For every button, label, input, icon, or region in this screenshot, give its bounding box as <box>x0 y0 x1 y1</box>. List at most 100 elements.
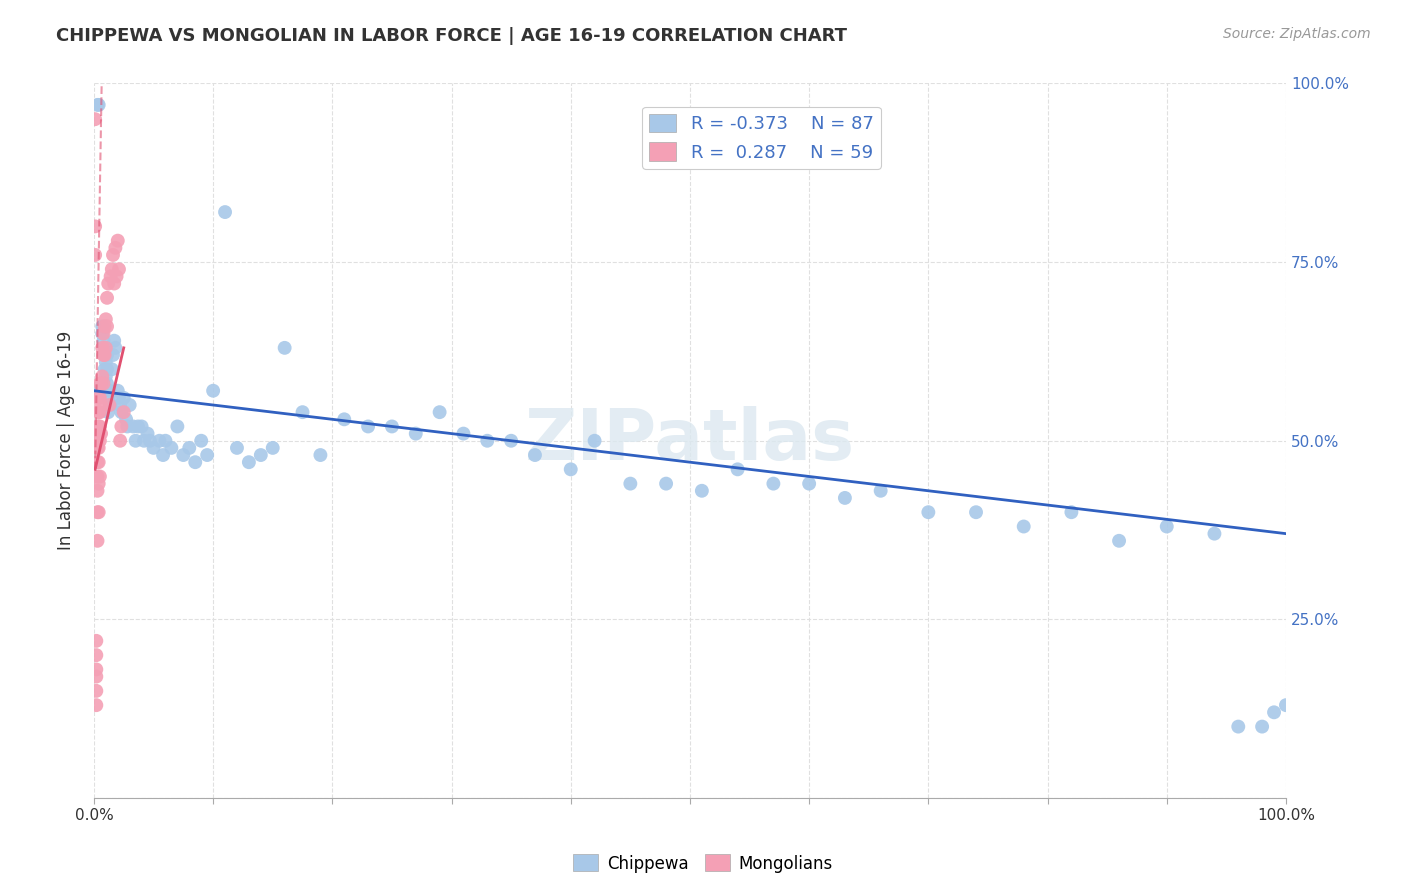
Point <box>93 319 115 334</box>
Point <box>86 483 108 498</box>
Point <box>101 248 124 262</box>
Point <box>166 419 188 434</box>
Point <box>89 469 111 483</box>
Point <box>917 505 939 519</box>
Point <box>107 384 129 398</box>
Point <box>333 412 356 426</box>
Point <box>655 476 678 491</box>
Point <box>91 369 114 384</box>
Point <box>93 326 115 341</box>
Point <box>1275 698 1298 713</box>
Point <box>93 334 115 348</box>
Point <box>869 483 891 498</box>
Point <box>477 434 499 448</box>
Point <box>1060 505 1083 519</box>
Point <box>309 448 332 462</box>
Point <box>94 369 117 384</box>
Text: Source: ZipAtlas.com: Source: ZipAtlas.com <box>1223 27 1371 41</box>
Legend: Chippewa, Mongolians: Chippewa, Mongolians <box>567 847 839 880</box>
Point <box>112 405 135 419</box>
Point <box>86 455 108 469</box>
Point <box>108 391 131 405</box>
Text: CHIPPEWA VS MONGOLIAN IN LABOR FORCE | AGE 16-19 CORRELATION CHART: CHIPPEWA VS MONGOLIAN IN LABOR FORCE | A… <box>56 27 848 45</box>
Point <box>110 419 132 434</box>
Point <box>97 405 120 419</box>
Point <box>560 462 582 476</box>
Point <box>87 98 110 112</box>
Point <box>381 419 404 434</box>
Point <box>101 348 124 362</box>
Point <box>1108 533 1130 548</box>
Point <box>108 434 131 448</box>
Point <box>619 476 641 491</box>
Point <box>291 405 314 419</box>
Point <box>91 326 114 341</box>
Point <box>86 633 108 648</box>
Point <box>1227 720 1250 734</box>
Point <box>86 669 108 683</box>
Point <box>226 441 249 455</box>
Point <box>87 419 110 434</box>
Point <box>148 434 170 448</box>
Point <box>86 662 108 676</box>
Point <box>86 505 108 519</box>
Point <box>89 376 111 391</box>
Point <box>190 434 212 448</box>
Point <box>94 341 117 355</box>
Point <box>97 391 120 405</box>
Point <box>965 505 987 519</box>
Point <box>160 441 183 455</box>
Point <box>93 376 115 391</box>
Point <box>91 319 114 334</box>
Point <box>1251 720 1274 734</box>
Point <box>87 405 110 419</box>
Point <box>1204 526 1226 541</box>
Point <box>93 341 115 355</box>
Point <box>84 112 107 127</box>
Point <box>87 476 110 491</box>
Point <box>108 262 131 277</box>
Point <box>523 448 546 462</box>
Point <box>107 234 129 248</box>
Point <box>797 476 820 491</box>
Point <box>91 341 114 355</box>
Point <box>89 405 111 419</box>
Point <box>87 391 110 405</box>
Point <box>142 441 165 455</box>
Point <box>214 205 236 219</box>
Point <box>86 434 108 448</box>
Point <box>86 426 108 441</box>
Point <box>96 291 118 305</box>
Point <box>93 362 115 376</box>
Point <box>1156 519 1178 533</box>
Point <box>86 441 108 455</box>
Point <box>86 684 108 698</box>
Point <box>152 448 174 462</box>
Point <box>93 348 115 362</box>
Point <box>86 698 108 713</box>
Point <box>84 248 107 262</box>
Point <box>117 419 139 434</box>
Point <box>86 98 108 112</box>
Point <box>1012 519 1035 533</box>
Point <box>104 241 127 255</box>
Point <box>262 441 284 455</box>
Point <box>87 455 110 469</box>
Point <box>90 376 112 391</box>
Point <box>87 505 110 519</box>
Point <box>94 312 117 326</box>
Point <box>136 426 159 441</box>
Point <box>103 334 125 348</box>
Point <box>98 384 121 398</box>
Point <box>96 362 118 376</box>
Point <box>453 426 475 441</box>
Point <box>250 448 273 462</box>
Point <box>105 269 128 284</box>
Point <box>179 441 201 455</box>
Point <box>89 419 111 434</box>
Point <box>86 384 108 398</box>
Point <box>405 426 427 441</box>
Point <box>100 269 122 284</box>
Point <box>89 434 111 448</box>
Point <box>115 412 138 426</box>
